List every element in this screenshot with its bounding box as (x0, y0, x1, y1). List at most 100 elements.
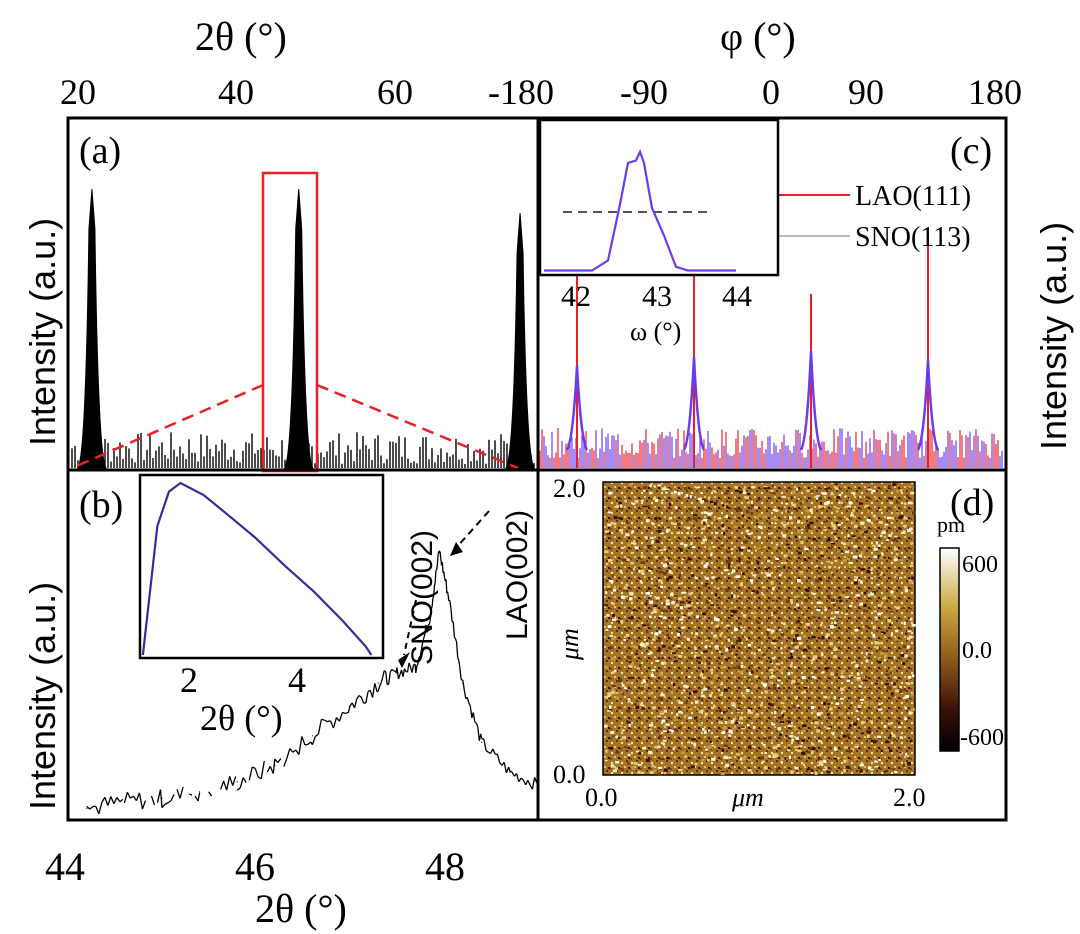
afm-grain (698, 723, 703, 727)
afm-grain (711, 576, 715, 579)
afm-grain (848, 497, 851, 500)
afm-grain (741, 524, 745, 529)
afm-grain (828, 726, 833, 728)
b-point-12 (438, 550, 440, 552)
afm-grain (758, 525, 761, 529)
afm-grain (832, 604, 836, 607)
afm-grain (649, 491, 652, 495)
afm-grain (825, 636, 828, 638)
b-trace (104, 796, 109, 806)
afm-grain (783, 561, 788, 564)
a-tick-20: 20 (60, 72, 96, 112)
afm-grain (850, 676, 853, 678)
afm-grain (688, 716, 693, 720)
afm-grain (755, 665, 759, 668)
afm-grain (657, 530, 662, 533)
afm-grain (805, 623, 810, 626)
afm-grain (731, 702, 736, 706)
afm-grain (673, 655, 677, 659)
afm-grain (857, 717, 860, 721)
afm-grain (763, 487, 768, 490)
afm-grain (709, 740, 712, 743)
afm-grain (865, 675, 868, 679)
afm-grain (824, 488, 828, 490)
afm-grain (750, 504, 754, 508)
afm-grain (856, 678, 862, 682)
afm-grain (732, 569, 736, 573)
afm-grain (605, 759, 608, 762)
afm-grain (625, 633, 630, 637)
afm-grain (775, 541, 778, 545)
afm-grain (886, 539, 889, 542)
afm-grain (911, 511, 916, 515)
afm-grain (726, 720, 732, 724)
b-trace (411, 664, 415, 673)
afm-grain (785, 511, 788, 514)
afm-grain (748, 671, 752, 676)
afm-grain (618, 724, 623, 728)
afm-grain (819, 760, 824, 764)
afm-grain (903, 556, 907, 558)
afm-grain (894, 638, 898, 641)
b-trace (101, 796, 106, 803)
afm-grain (899, 515, 904, 519)
afm-grain (822, 671, 825, 674)
afm-grain (874, 683, 878, 685)
afm-grain (757, 498, 761, 501)
b-trace (485, 750, 489, 753)
afm-grain (831, 573, 835, 577)
afm-grain (651, 540, 654, 544)
afm-grain (642, 505, 647, 508)
afm-grain (642, 747, 647, 750)
afm-grain (677, 611, 680, 614)
b-trace (511, 771, 515, 777)
b-trace (347, 705, 351, 713)
afm-grain (728, 501, 732, 504)
afm-grain (804, 594, 809, 597)
b-trace (459, 668, 462, 680)
afm-grain (804, 547, 809, 551)
afm-grain (613, 515, 618, 520)
b-trace (286, 748, 291, 759)
afm-grain (746, 501, 750, 504)
afm-grain (909, 581, 913, 584)
afm-grain (766, 628, 771, 631)
afm-grain (668, 575, 673, 579)
afm-grain (774, 711, 777, 715)
afm-grain (714, 593, 718, 597)
afm-grain (842, 503, 845, 507)
panel-d-label: (d) (950, 482, 994, 524)
afm-grain (769, 489, 774, 494)
afm-grain (905, 682, 909, 685)
afm-grain (662, 526, 665, 529)
afm-grain (828, 561, 831, 563)
afm-grain (633, 540, 636, 544)
afm-grain (720, 718, 723, 720)
afm-grain (694, 700, 699, 704)
afm-grain (617, 586, 620, 589)
afm-grain (607, 692, 612, 696)
afm-grain (793, 608, 797, 611)
afm-grain (820, 652, 824, 657)
b-trace (377, 685, 381, 692)
afm-grain (911, 636, 914, 638)
b-trace (462, 679, 465, 691)
afm-grain (648, 570, 652, 572)
afm-grain (758, 696, 762, 699)
afm-y-tick-min: 0.0 (553, 760, 586, 789)
afm-grain (737, 702, 741, 705)
afm-grain (834, 559, 838, 563)
afm-grain (852, 521, 855, 524)
afm-grain (855, 664, 859, 668)
afm-grain (742, 572, 745, 576)
afm-grain (904, 547, 907, 551)
afm-grain (627, 762, 630, 765)
panel-c-peaks (565, 237, 940, 468)
afm-grain (663, 602, 666, 606)
afm-grain (741, 694, 745, 697)
afm-grain (725, 648, 729, 652)
afm-grain (734, 616, 738, 620)
afm-grain (875, 497, 879, 501)
b-trace (454, 638, 458, 643)
